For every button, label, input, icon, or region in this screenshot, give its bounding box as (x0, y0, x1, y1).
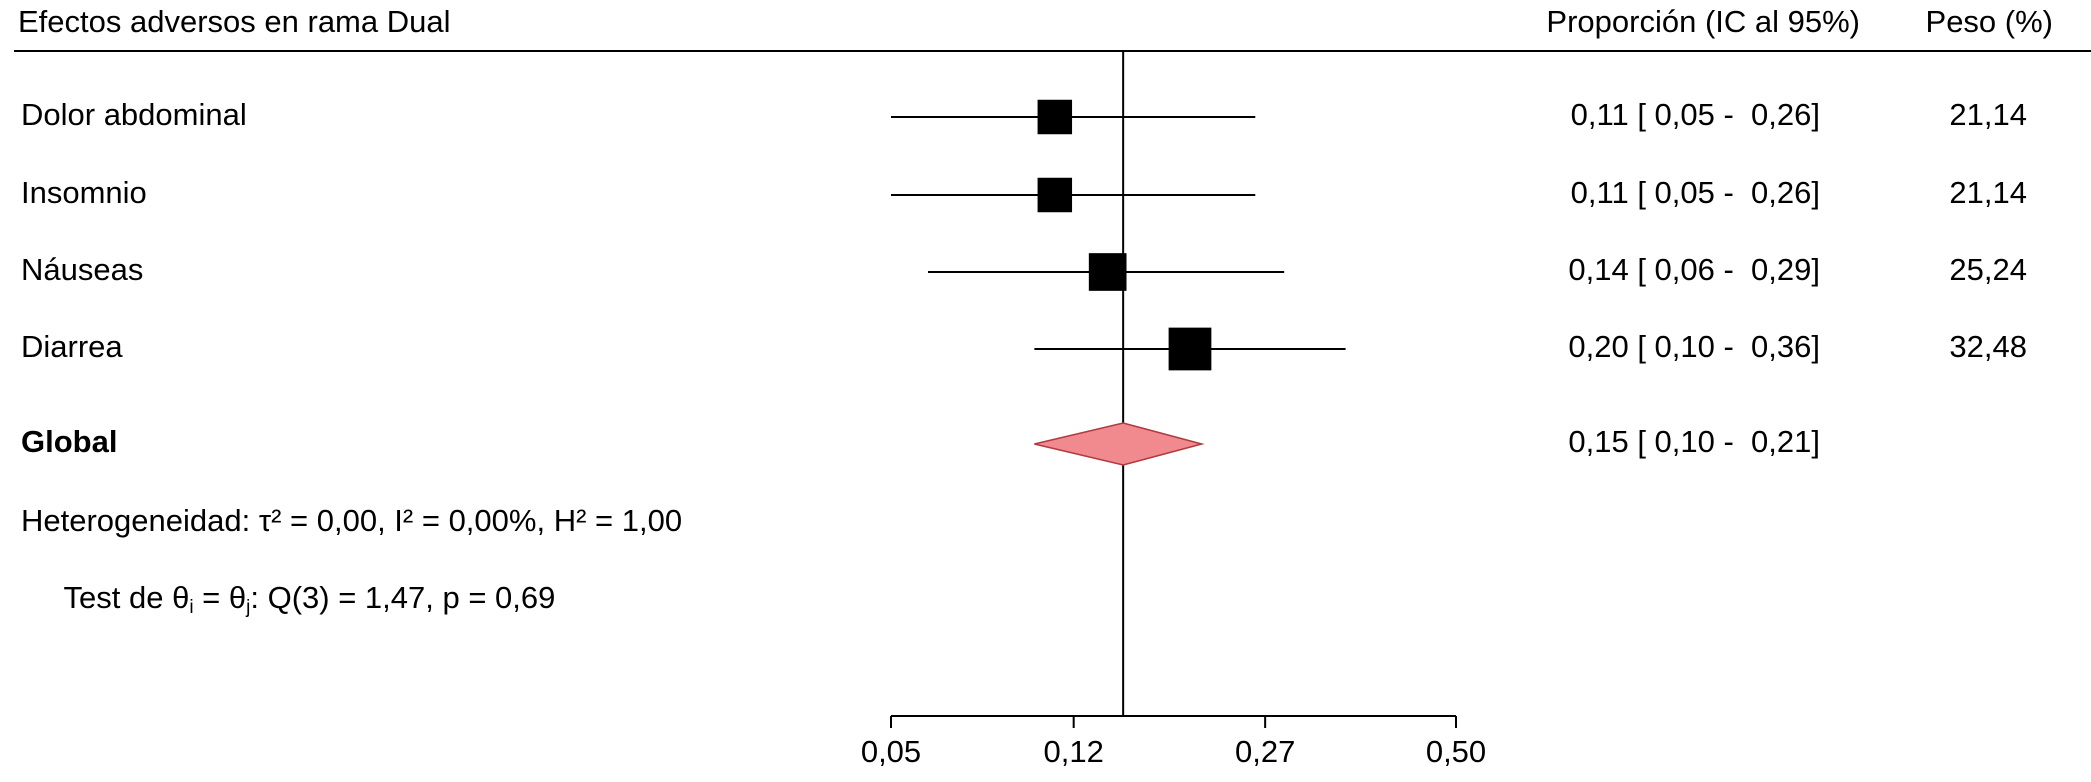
test-sub: j (245, 597, 250, 618)
heterogeneity: Heterogeneidad: τ² = 0,00, I² = 0,00%, H… (21, 503, 682, 538)
weight-label: 25,24 (1949, 252, 2027, 287)
overall-label: Global (21, 424, 117, 459)
estimate-marker (1037, 99, 1073, 135)
overall-ci-label: 0,15 [ 0,10 - 0,21] (1568, 424, 1820, 459)
row-label: Insomnio (21, 175, 147, 210)
test-part: = θ (194, 580, 247, 615)
weight-label: 32,48 (1949, 329, 2027, 364)
column-header: Proporción (IC al 95%) (1546, 4, 1860, 39)
ci-label: 0,11 [ 0,05 - 0,26] (1571, 175, 1820, 210)
ci-label: 0,20 [ 0,10 - 0,36] (1568, 329, 1820, 364)
row-label: Diarrea (21, 329, 123, 364)
ci-label: 0,11 [ 0,05 - 0,26] (1571, 97, 1820, 132)
test-part: Test de θ (64, 580, 190, 615)
overall-diamond (1034, 422, 1205, 466)
weight-label: 21,14 (1949, 175, 2027, 210)
estimate-marker (1037, 177, 1073, 213)
test-sub: i (189, 597, 193, 618)
row-label: Náuseas (21, 252, 143, 287)
row-label: Dolor abdominal (21, 97, 247, 132)
x-tick-label: 0,12 (1044, 734, 1104, 769)
test-text: Test de θi = θj: Q(3) = 1,47, p = 0,69 (21, 580, 581, 618)
estimate-marker (1088, 253, 1127, 291)
x-tick-label: 0,27 (1235, 734, 1295, 769)
ci-label: 0,14 [ 0,06 - 0,29] (1568, 252, 1820, 287)
weight-label: 21,14 (1949, 97, 2027, 132)
x-tick-label: 0,05 (861, 734, 921, 769)
column-header: Peso (%) (1926, 4, 2053, 39)
x-tick-label: 0,50 (1426, 734, 1486, 769)
test-part: : Q(3) = 1,47, p = 0,69 (250, 580, 555, 615)
chart-title: Efectos adversos en rama Dual (18, 4, 451, 39)
estimate-marker (1168, 327, 1212, 371)
